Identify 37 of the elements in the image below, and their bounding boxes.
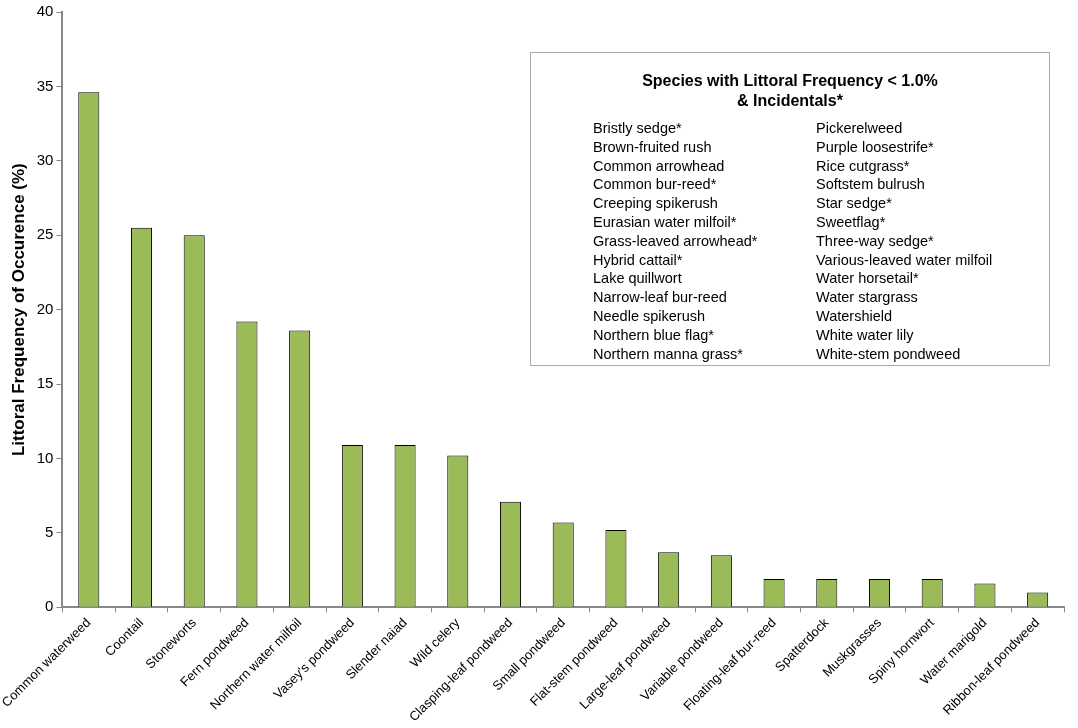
annotation: Bristly sedge* <box>593 119 683 138</box>
annotation: Rice cutgrass* <box>816 156 911 176</box>
annotation: White water lily <box>816 325 915 345</box>
annotation: Watershield <box>816 306 894 326</box>
y-axis-title: Littoral Frequency of Occurence (%) <box>9 163 29 457</box>
annotation: Grass-leaved arrowhead* <box>593 231 759 251</box>
annotation: Common arrowhead <box>593 156 726 176</box>
annotation: Three-way sedge* <box>816 231 935 251</box>
y-tick-label: 15 <box>36 374 54 392</box>
y-tick-label: 40 <box>36 2 54 20</box>
y-tick-label: 10 <box>36 448 54 466</box>
annotation: Pickerelweed <box>816 119 904 138</box>
annotation: Narrow-leaf bur-reed <box>593 288 728 307</box>
annotation: Water stargrass <box>816 288 919 307</box>
annotation: Water horsetail* <box>816 269 920 289</box>
annotation: Softstem bulrush <box>816 175 926 195</box>
y-tick-label: 25 <box>36 225 54 243</box>
annotation: Species with Littoral Frequency < 1.0% & Incidentals* <box>641 71 939 111</box>
annotation: Needle spikerush <box>593 306 707 326</box>
annotation: Common bur-reed* <box>593 175 718 195</box>
annotation: Hybrid cattail* <box>593 250 684 270</box>
y-tick-label: 20 <box>36 299 54 317</box>
y-tick-label: 5 <box>45 523 54 541</box>
annotation: Brown-fruited rush <box>593 137 713 157</box>
annotation: Purple loosestrife* <box>816 137 935 157</box>
y-tick-label: 0 <box>45 597 54 615</box>
annotation: Lake quillwort <box>593 269 683 289</box>
annotation: White-stem pondweed <box>816 344 962 364</box>
y-tick-label: 30 <box>36 150 54 168</box>
annotation: Northern blue flag* <box>593 325 715 345</box>
y-tick-label: 35 <box>36 76 54 94</box>
annotation: Various-leaved water milfoil <box>816 250 994 270</box>
annotation: Northern manna grass* <box>593 344 744 364</box>
annotation: Eurasian water milfoil* <box>593 213 738 232</box>
annotation: Star sedge* <box>816 194 893 213</box>
annotation: Sweetflag* <box>816 213 887 232</box>
annotation: Creeping spikerush <box>593 194 719 213</box>
